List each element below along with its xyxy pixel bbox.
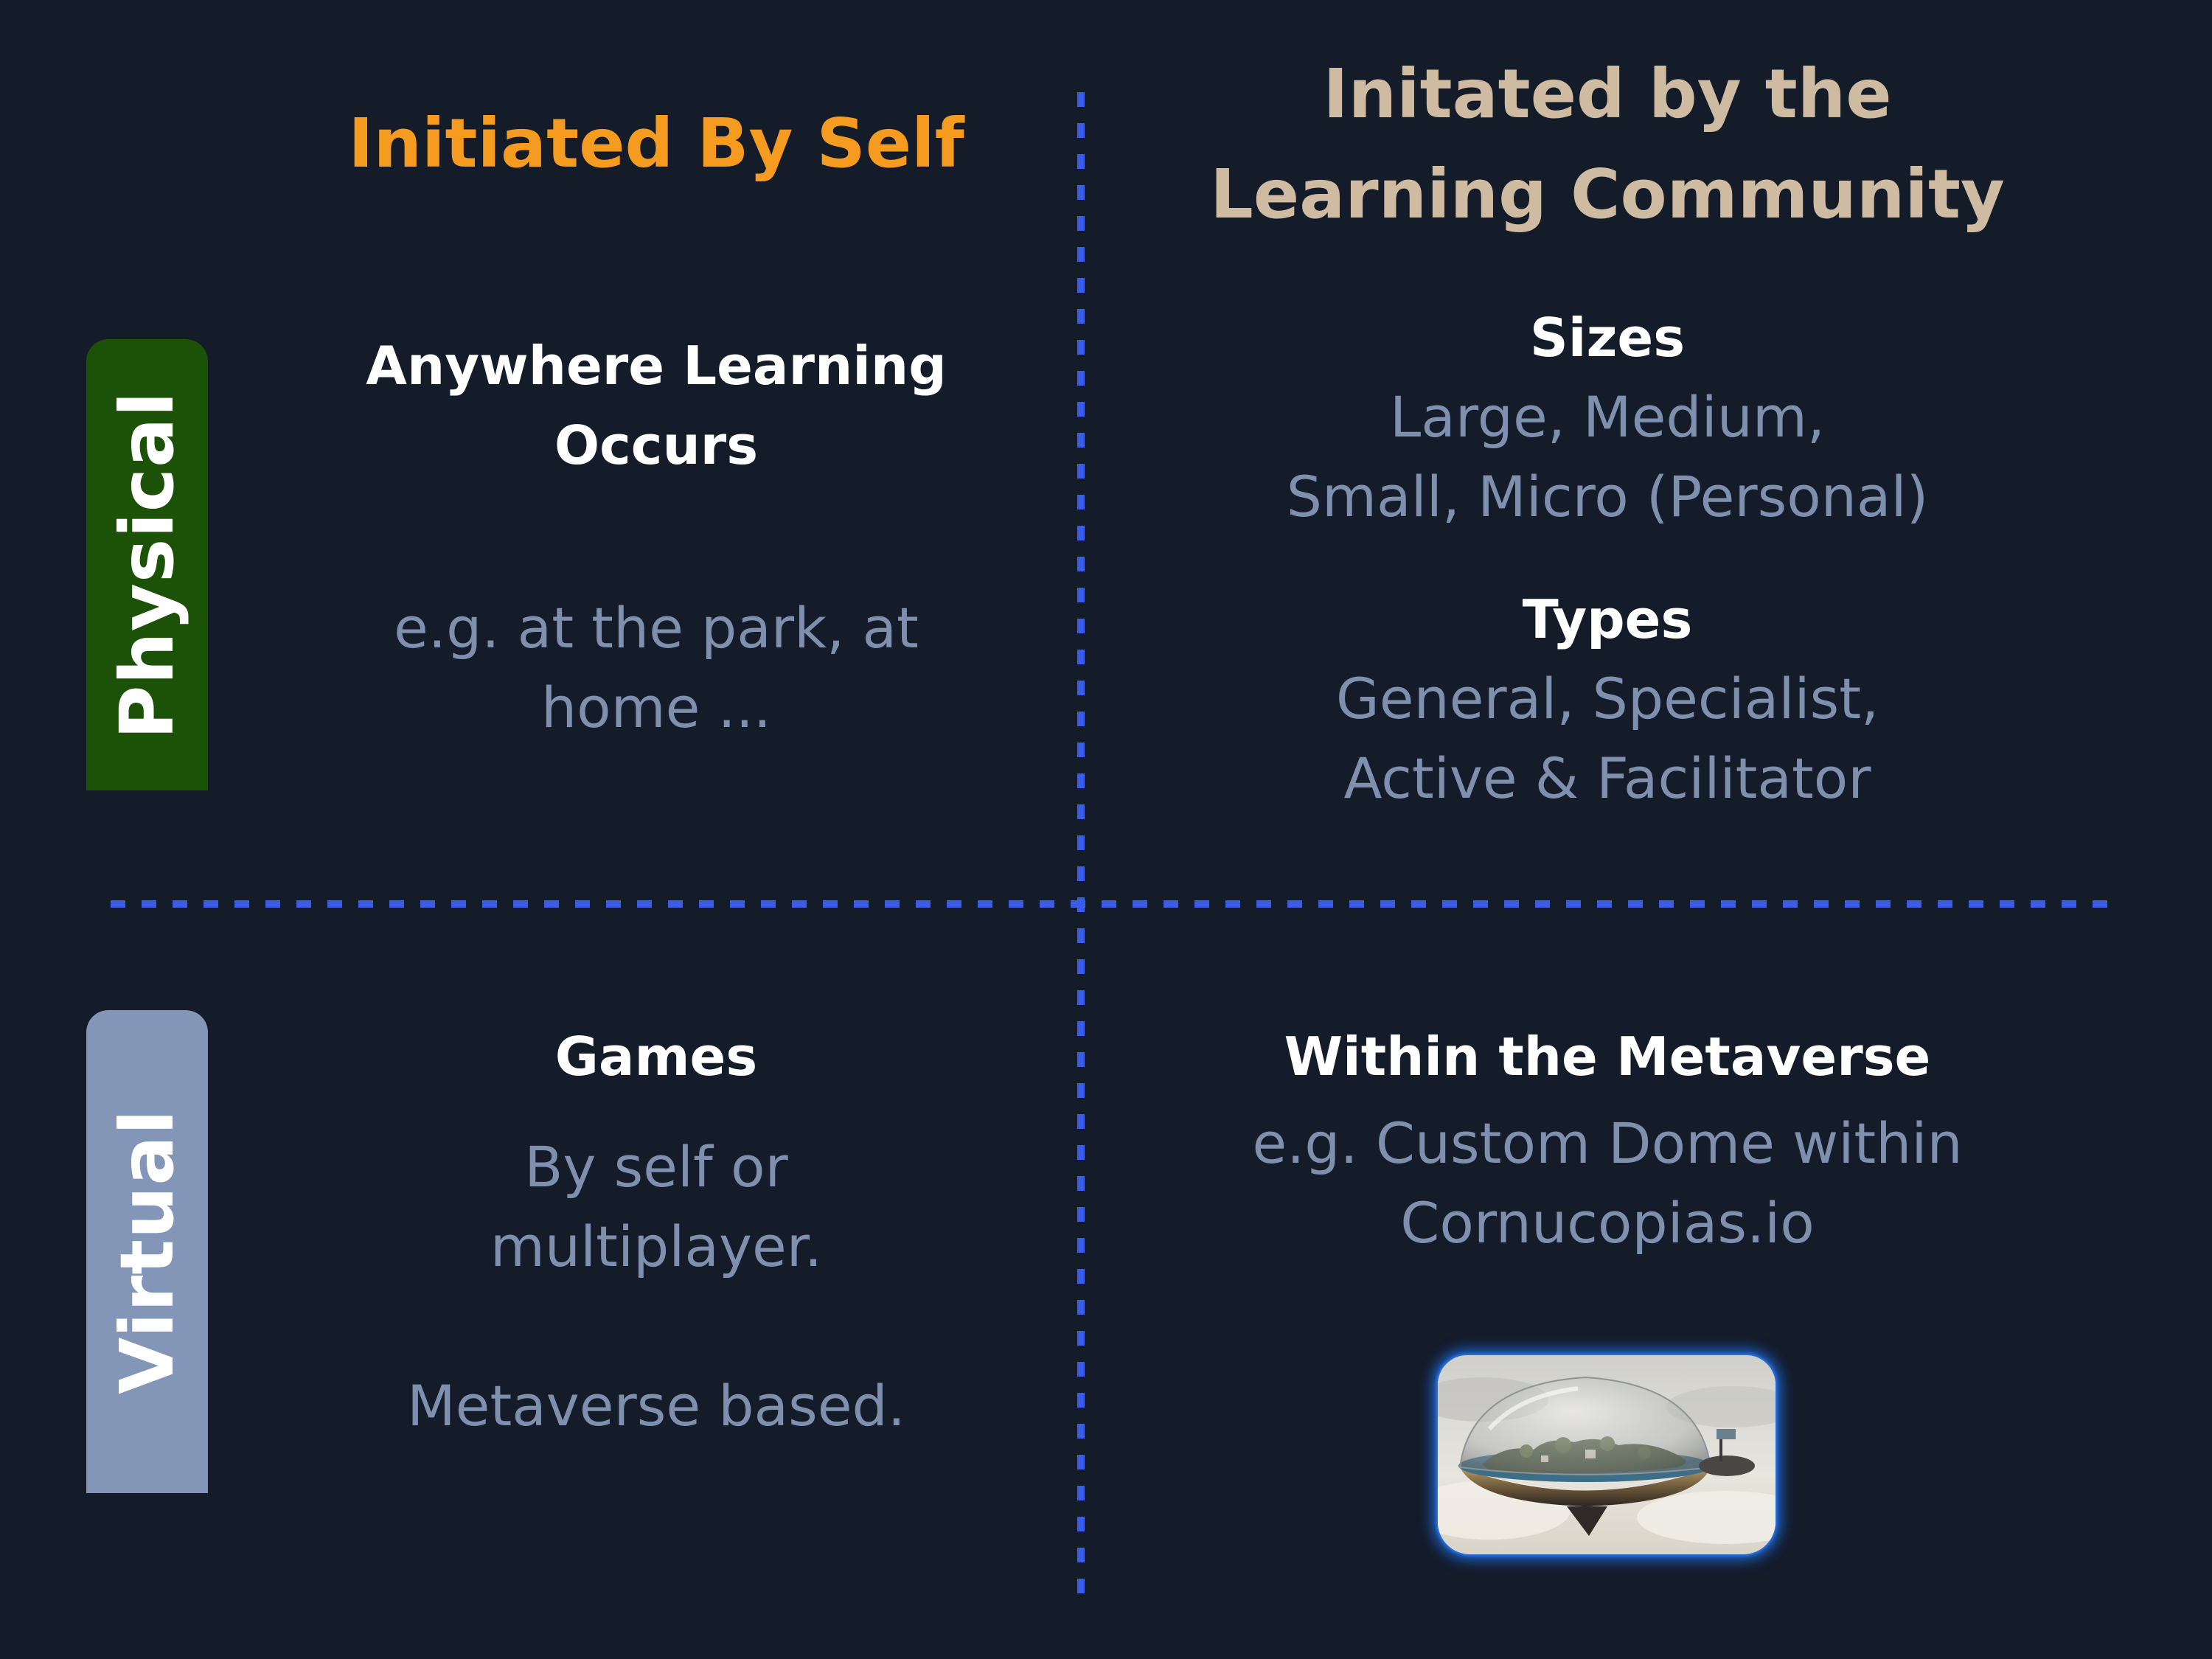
column-heading-community-line2: Learning Community [1210,155,2005,234]
quadrant-virtual-community: Within the Metaverse e.g. Custom Dome wi… [1150,1017,2065,1263]
sizes-body: Large, Medium, Small, Micro (Personal) [1150,378,2065,537]
metaverse-title: Within the Metaverse [1284,1026,1931,1088]
row-tab-physical: Physical [86,339,208,790]
horizontal-divider [111,900,2110,908]
sizes-title: Sizes [1529,307,1686,369]
body-line: General, Specialist, [1335,665,1879,731]
body-line: e.g. Custom Dome within [1252,1110,1963,1176]
quadrant-physical-self: Anywhere Learning Occurs e.g. at the par… [280,326,1032,748]
types-body: General, Specialist, Active & Facilitato… [1150,659,2065,818]
dome-island-image [1438,1355,1775,1554]
quadrant-body: e.g. at the park, at home ... [280,588,1032,748]
body-line: By self or [524,1134,788,1200]
quadrant-physical-community: Sizes Large, Medium, Small, Micro (Perso… [1150,298,2065,818]
body-line: Active & Facilitator [1343,745,1871,811]
vertical-divider [1077,92,1085,1600]
column-heading-community: Initated by the Learning Community [1150,44,2065,245]
row-label-virtual: Virtual [104,1109,191,1394]
row-tab-virtual: Virtual [86,1010,208,1493]
row-label-physical: Physical [104,390,191,740]
quadrant-virtual-self: Games By self or multiplayer. Metaverse … [280,1017,1032,1446]
body-line: Large, Medium, [1389,384,1826,450]
quadrant-title: Anywhere Learning Occurs [280,326,1032,485]
title-line: Anywhere Learning [366,335,947,397]
quadrant-body: By self or multiplayer. [280,1127,1032,1287]
body-line: home ... [540,674,772,740]
column-heading-self-text: Initiated By Self [348,104,964,183]
column-heading-community-line1: Initated by the [1323,55,1892,133]
body-line: e.g. at the park, at [394,595,919,661]
body-line: multiplayer. [490,1213,823,1279]
games-title: Games [554,1026,758,1088]
body-line: Cornucopias.io [1400,1189,1815,1256]
dome-island-illustration [1438,1355,1775,1554]
title-line: Occurs [554,414,759,476]
quadrant-body-secondary: Metaverse based. [280,1366,1032,1446]
quadrant-body: e.g. Custom Dome within Cornucopias.io [1150,1104,2065,1263]
types-title: Types [1522,588,1693,650]
body-line: Metaverse based. [407,1372,905,1439]
body-line: Small, Micro (Personal) [1286,463,1929,529]
column-heading-self: Initiated By Self [251,100,1062,188]
